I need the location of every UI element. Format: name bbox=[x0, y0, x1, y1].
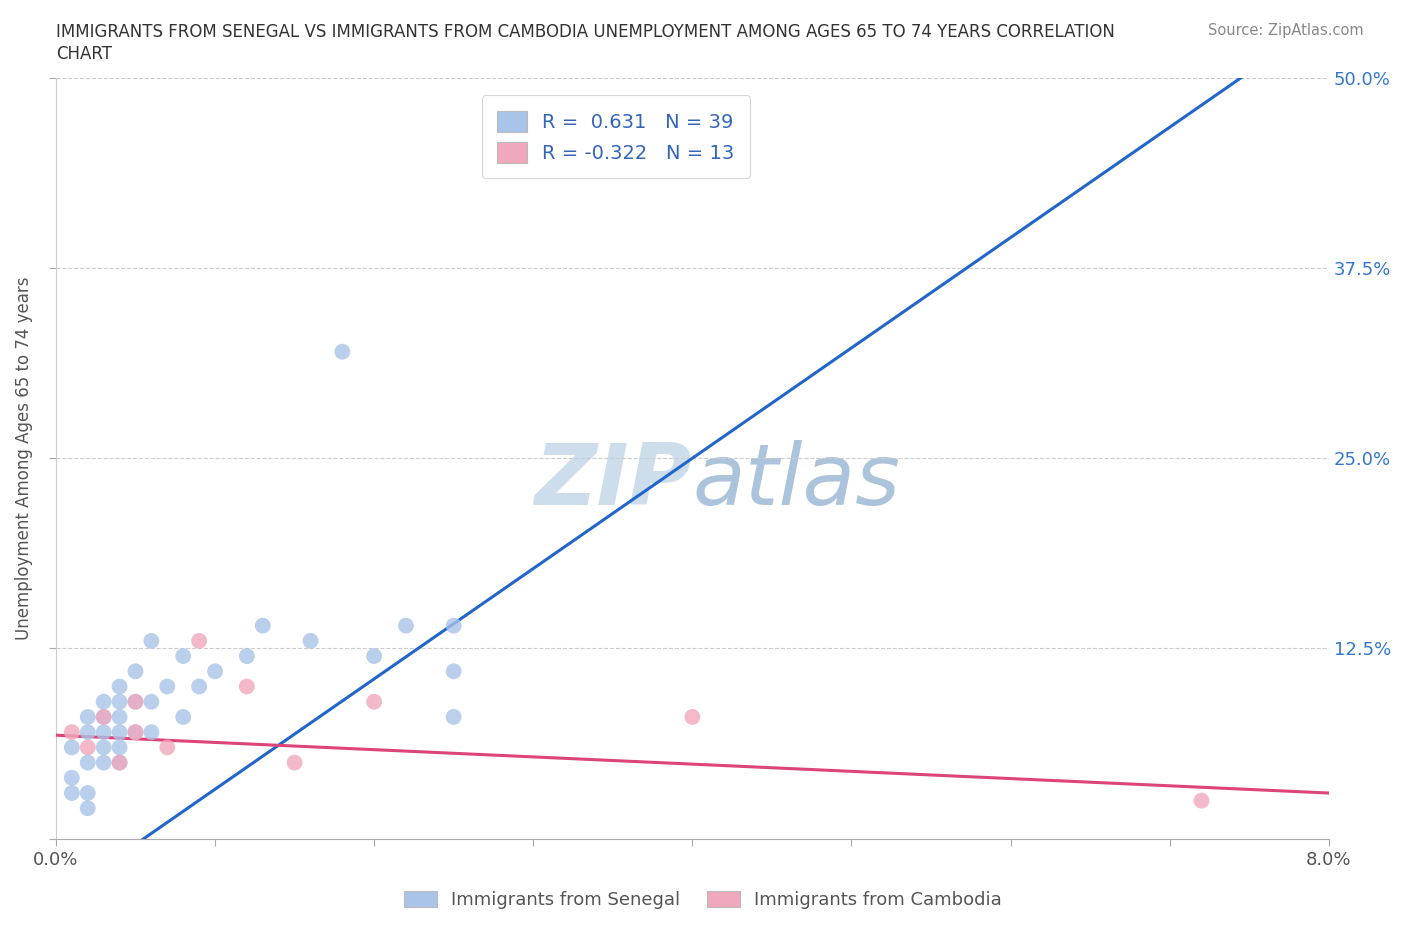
Point bbox=[236, 648, 259, 663]
Point bbox=[93, 710, 115, 724]
Point bbox=[188, 679, 211, 694]
Point bbox=[124, 695, 146, 710]
Point bbox=[124, 695, 146, 710]
Point bbox=[108, 695, 131, 710]
Point bbox=[76, 786, 98, 801]
Point bbox=[1191, 793, 1213, 808]
Point bbox=[60, 724, 83, 739]
Text: CHART: CHART bbox=[56, 45, 112, 62]
Point bbox=[108, 710, 131, 724]
Point bbox=[124, 724, 146, 739]
Point bbox=[299, 633, 322, 648]
Point bbox=[443, 618, 465, 633]
Point bbox=[363, 695, 385, 710]
Point bbox=[60, 770, 83, 785]
Point bbox=[236, 679, 259, 694]
Point bbox=[156, 740, 179, 755]
Text: IMMIGRANTS FROM SENEGAL VS IMMIGRANTS FROM CAMBODIA UNEMPLOYMENT AMONG AGES 65 T: IMMIGRANTS FROM SENEGAL VS IMMIGRANTS FR… bbox=[56, 23, 1115, 41]
Point bbox=[108, 724, 131, 739]
Point bbox=[443, 664, 465, 679]
Point bbox=[60, 740, 83, 755]
Point bbox=[172, 648, 194, 663]
Point bbox=[156, 679, 179, 694]
Point bbox=[124, 724, 146, 739]
Point bbox=[76, 740, 98, 755]
Point bbox=[93, 710, 115, 724]
Point bbox=[395, 618, 418, 633]
Point bbox=[188, 633, 211, 648]
Point bbox=[93, 755, 115, 770]
Point bbox=[141, 724, 163, 739]
Text: Source: ZipAtlas.com: Source: ZipAtlas.com bbox=[1208, 23, 1364, 38]
Point bbox=[681, 710, 703, 724]
Point bbox=[76, 710, 98, 724]
Point bbox=[76, 724, 98, 739]
Point bbox=[330, 344, 353, 359]
Point bbox=[60, 786, 83, 801]
Text: atlas: atlas bbox=[692, 440, 900, 523]
Point bbox=[204, 664, 226, 679]
Point bbox=[252, 618, 274, 633]
Point bbox=[172, 710, 194, 724]
Point bbox=[76, 755, 98, 770]
Point bbox=[76, 801, 98, 816]
Point bbox=[108, 740, 131, 755]
Point bbox=[108, 755, 131, 770]
Point bbox=[93, 724, 115, 739]
Legend: Immigrants from Senegal, Immigrants from Cambodia: Immigrants from Senegal, Immigrants from… bbox=[396, 884, 1010, 916]
Point bbox=[443, 710, 465, 724]
Point bbox=[363, 648, 385, 663]
Y-axis label: Unemployment Among Ages 65 to 74 years: Unemployment Among Ages 65 to 74 years bbox=[15, 276, 32, 640]
Point bbox=[108, 755, 131, 770]
Point bbox=[93, 740, 115, 755]
Legend: R =  0.631   N = 39, R = -0.322   N = 13: R = 0.631 N = 39, R = -0.322 N = 13 bbox=[482, 95, 749, 179]
Text: ZIP: ZIP bbox=[534, 440, 692, 523]
Point bbox=[124, 664, 146, 679]
Point bbox=[141, 633, 163, 648]
Point bbox=[141, 695, 163, 710]
Point bbox=[108, 679, 131, 694]
Point bbox=[93, 695, 115, 710]
Point bbox=[284, 755, 307, 770]
